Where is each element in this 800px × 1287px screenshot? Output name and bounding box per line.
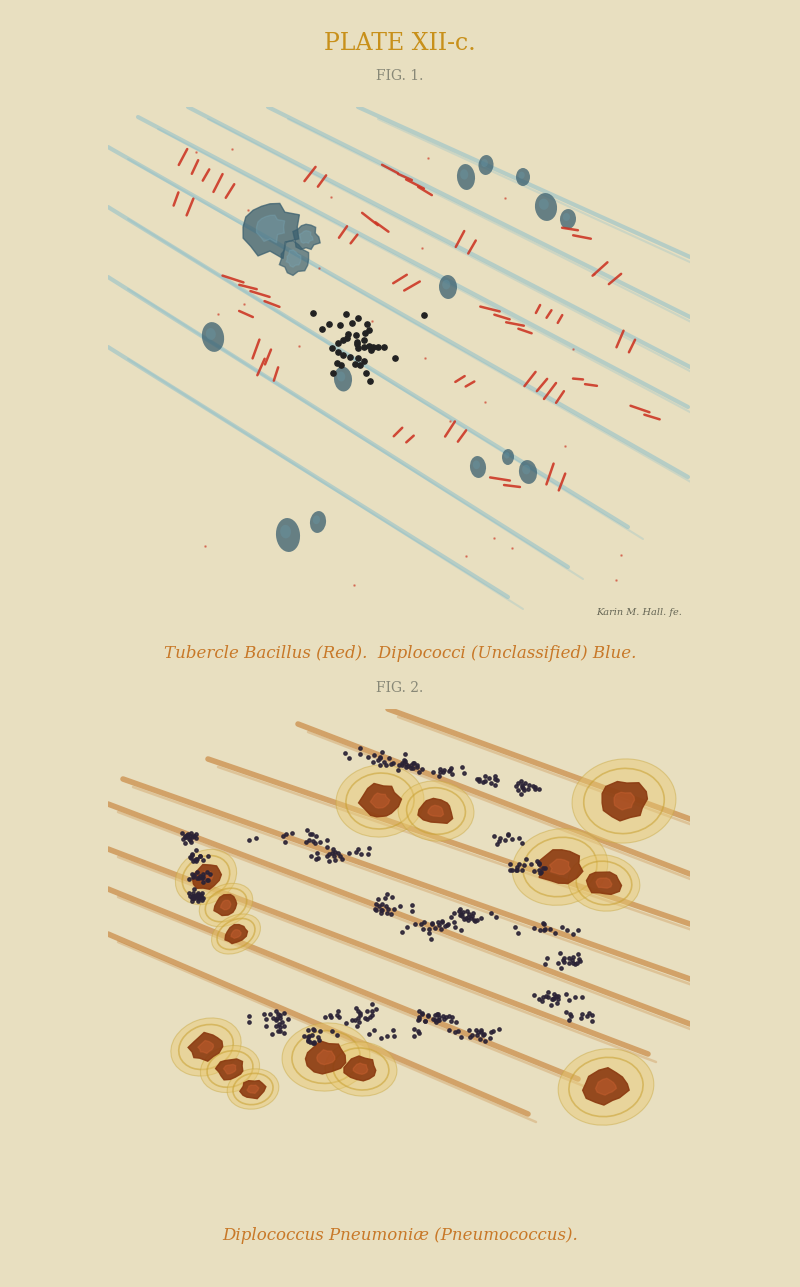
Ellipse shape — [512, 829, 608, 905]
Ellipse shape — [280, 525, 291, 538]
Ellipse shape — [572, 759, 676, 843]
Ellipse shape — [481, 160, 488, 167]
Text: FIG. 1.: FIG. 1. — [376, 69, 424, 82]
Ellipse shape — [478, 154, 494, 175]
Ellipse shape — [457, 163, 475, 190]
Polygon shape — [286, 250, 301, 268]
Polygon shape — [293, 224, 320, 250]
Text: Tubercle Bacillus (Red).  Diplococci (Unclassified) Blue.: Tubercle Bacillus (Red). Diplococci (Unc… — [164, 645, 636, 662]
Ellipse shape — [334, 367, 352, 391]
Ellipse shape — [504, 452, 510, 458]
Text: Diplococcus Pneumoniæ (Pneumococcus).: Diplococcus Pneumoniæ (Pneumococcus). — [222, 1227, 578, 1245]
Polygon shape — [428, 806, 443, 816]
Ellipse shape — [473, 461, 480, 470]
Polygon shape — [257, 215, 285, 243]
Polygon shape — [240, 1081, 266, 1099]
Text: Karin M. Hall. fe.: Karin M. Hall. fe. — [596, 607, 682, 616]
Ellipse shape — [175, 849, 237, 905]
Polygon shape — [358, 784, 402, 817]
Ellipse shape — [502, 449, 514, 465]
Ellipse shape — [310, 511, 326, 533]
Polygon shape — [306, 1041, 346, 1073]
Ellipse shape — [202, 322, 224, 351]
Ellipse shape — [519, 459, 537, 484]
Polygon shape — [317, 1050, 335, 1064]
Ellipse shape — [470, 456, 486, 477]
Ellipse shape — [518, 171, 525, 179]
Ellipse shape — [313, 515, 320, 524]
Ellipse shape — [227, 1068, 279, 1109]
Polygon shape — [279, 241, 309, 275]
Polygon shape — [231, 929, 241, 938]
Text: FIG. 2.: FIG. 2. — [376, 681, 424, 695]
Ellipse shape — [439, 275, 457, 299]
Ellipse shape — [442, 279, 450, 290]
Ellipse shape — [539, 198, 549, 210]
Ellipse shape — [535, 193, 557, 221]
Ellipse shape — [325, 1042, 397, 1097]
Ellipse shape — [276, 519, 300, 552]
Polygon shape — [418, 798, 453, 824]
Polygon shape — [225, 924, 247, 943]
Polygon shape — [192, 865, 222, 889]
Text: PLATE XII-c.: PLATE XII-c. — [324, 32, 476, 55]
Polygon shape — [614, 793, 634, 810]
Ellipse shape — [337, 372, 346, 381]
Ellipse shape — [199, 883, 253, 927]
Polygon shape — [247, 1085, 259, 1094]
Polygon shape — [243, 203, 299, 259]
Polygon shape — [215, 1059, 243, 1080]
Polygon shape — [602, 781, 647, 821]
Ellipse shape — [460, 169, 468, 180]
Ellipse shape — [171, 1018, 241, 1076]
Ellipse shape — [562, 214, 570, 221]
Ellipse shape — [568, 855, 640, 911]
Polygon shape — [595, 1079, 617, 1095]
Polygon shape — [582, 1068, 629, 1106]
Ellipse shape — [558, 1049, 654, 1125]
Ellipse shape — [206, 328, 216, 340]
Ellipse shape — [522, 465, 530, 475]
Ellipse shape — [282, 1023, 370, 1091]
Polygon shape — [214, 894, 237, 915]
Ellipse shape — [398, 781, 474, 842]
Polygon shape — [198, 1040, 214, 1053]
Polygon shape — [596, 878, 612, 888]
Ellipse shape — [560, 208, 576, 229]
Polygon shape — [221, 901, 230, 910]
Polygon shape — [223, 1064, 236, 1073]
Polygon shape — [299, 230, 313, 243]
Ellipse shape — [516, 169, 530, 187]
Ellipse shape — [211, 914, 261, 954]
Polygon shape — [188, 1032, 222, 1062]
Polygon shape — [537, 849, 583, 883]
Polygon shape — [586, 873, 622, 894]
Ellipse shape — [336, 764, 424, 837]
Ellipse shape — [201, 1045, 259, 1093]
Polygon shape — [200, 871, 213, 883]
Polygon shape — [344, 1055, 376, 1081]
Polygon shape — [550, 860, 570, 874]
Polygon shape — [354, 1063, 368, 1075]
Polygon shape — [370, 793, 390, 808]
